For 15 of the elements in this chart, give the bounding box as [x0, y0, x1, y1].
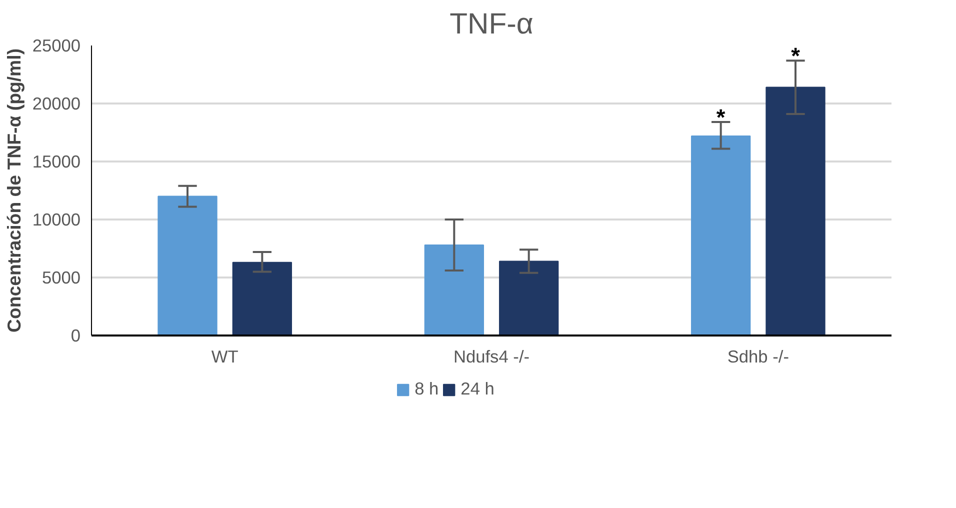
- legend-label: 24 h: [460, 378, 494, 400]
- annotation: *: [791, 42, 800, 69]
- y-tick-label: 10000: [32, 210, 80, 230]
- x-tick-label: Sdhb -/-: [727, 346, 789, 366]
- x-tick-label: WT: [211, 346, 239, 366]
- y-tick-label: 15000: [32, 152, 80, 172]
- y-tick-label: 0: [70, 326, 81, 346]
- annotation: *: [716, 104, 726, 130]
- chart-title: TNF-α: [450, 8, 534, 40]
- y-tick-label: 25000: [32, 36, 80, 56]
- y-tick-label: 5000: [42, 268, 81, 288]
- legend-label: 8 h: [414, 378, 439, 400]
- y-axis-title: Concentración de TNF-α (pg/ml): [3, 48, 24, 333]
- y-tick-label: 20000: [32, 94, 80, 114]
- x-tick-label: Ndufs4 -/-: [453, 346, 530, 366]
